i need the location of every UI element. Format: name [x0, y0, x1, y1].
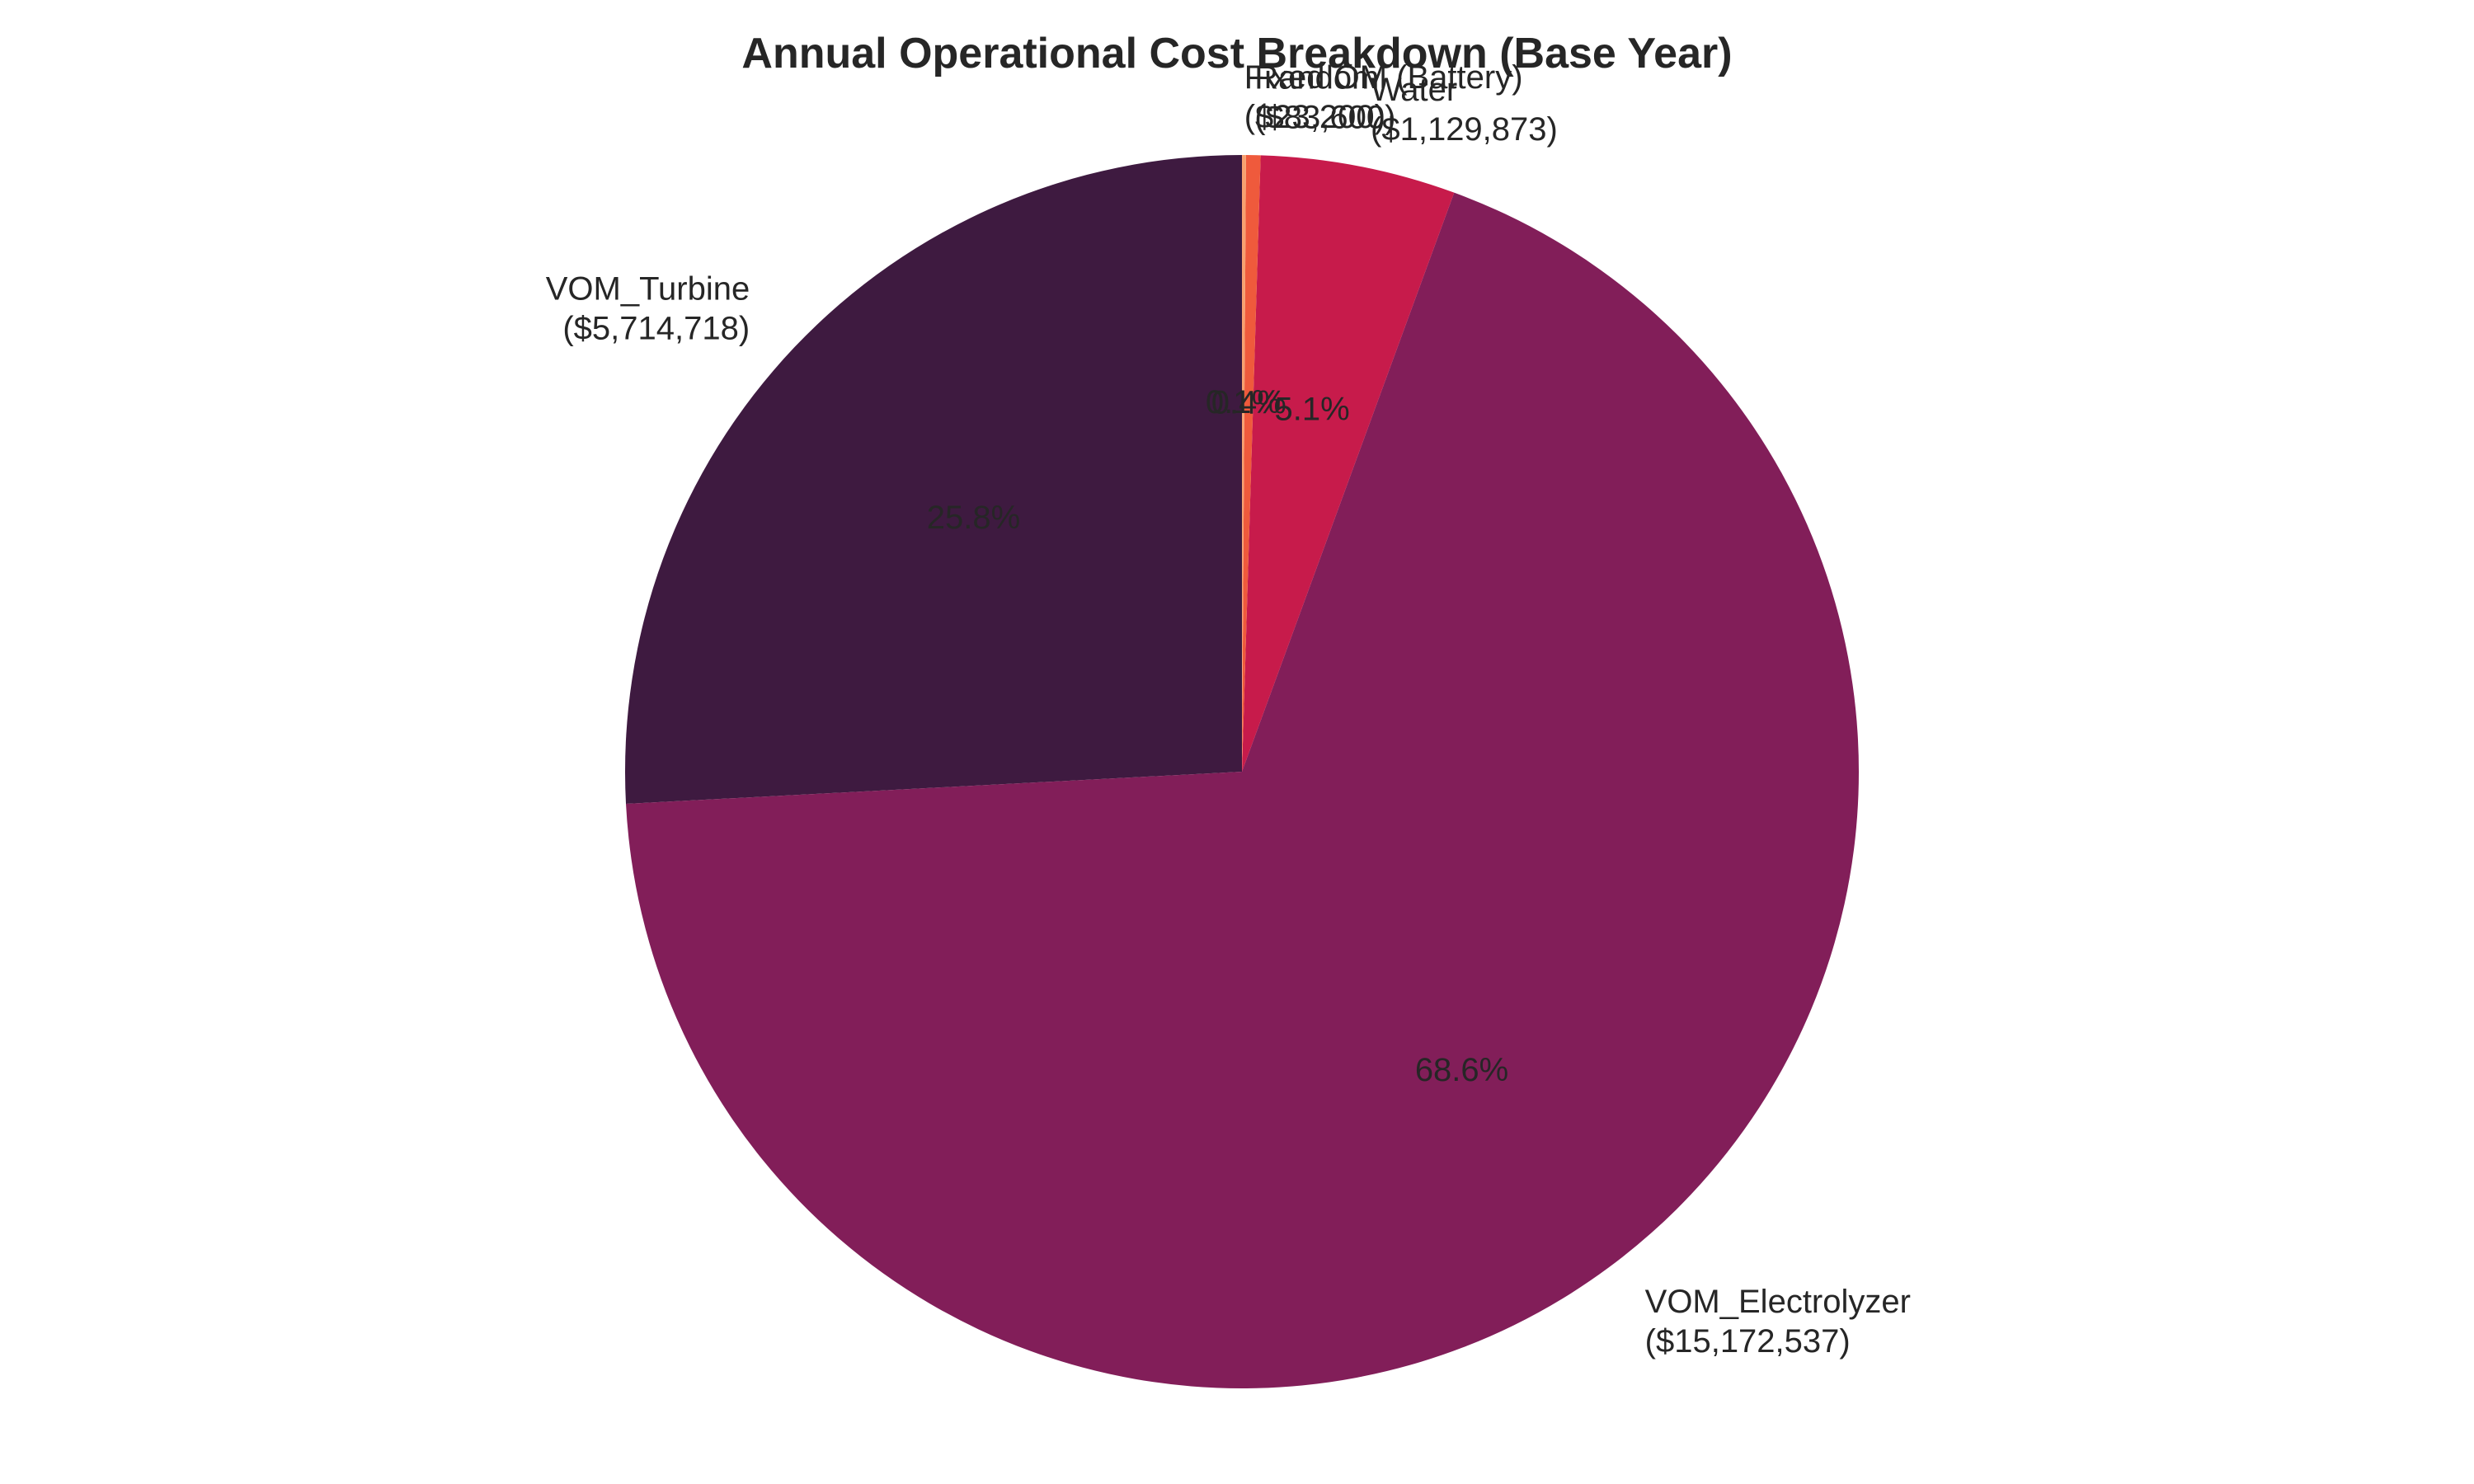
- slice-value-2: ($1,129,873): [1371, 111, 1558, 148]
- slice-pct-3: 0.4%: [1211, 384, 1286, 420]
- slice-name-0: VOM_Turbine: [546, 271, 750, 308]
- slice-label-2: Water ($1,129,873): [1371, 72, 1558, 148]
- slice-label-3: Random ($83,600): [1254, 59, 1395, 135]
- pie-slice-2: [1242, 155, 1455, 772]
- slice-name-4: Fixed OM (Battery): [1244, 59, 1523, 96]
- pie-slice-3: [1242, 155, 1261, 772]
- slice-value-3: ($83,600): [1254, 99, 1395, 135]
- pie-slice-0: [624, 154, 1242, 805]
- slice-value-0: ($5,714,718): [562, 311, 750, 347]
- slice-pct-2: 5.1%: [1275, 391, 1350, 427]
- slice-label-0: VOM_Turbine ($5,714,718): [546, 271, 750, 347]
- pie-slice-1: [626, 192, 1859, 1388]
- slice-pct-4: 0.1%: [1206, 384, 1281, 420]
- slice-label-1: VOM_Electrolyzer ($15,172,537): [1645, 1284, 1911, 1360]
- slice-name-2: Water: [1371, 72, 1457, 108]
- pie-slices: [624, 154, 1859, 1388]
- slice-value-4: ($23,200): [1244, 99, 1385, 135]
- slice-label-4: Fixed OM (Battery) ($23,200): [1244, 59, 1523, 135]
- slice-pct-1: 68.6%: [1415, 1052, 1508, 1088]
- slice-value-1: ($15,172,537): [1645, 1323, 1851, 1360]
- slice-pct-0: 25.8%: [927, 500, 1020, 536]
- pie-slice-4: [1242, 155, 1246, 772]
- slice-name-1: VOM_Electrolyzer: [1645, 1284, 1911, 1320]
- chart-title: Annual Operational Cost Breakdown (Base …: [741, 30, 1732, 77]
- pie-labels: VOM_Turbine ($5,714,718) 25.8% VOM_Electrol…: [546, 59, 1911, 1360]
- slice-name-3: Random: [1254, 59, 1379, 96]
